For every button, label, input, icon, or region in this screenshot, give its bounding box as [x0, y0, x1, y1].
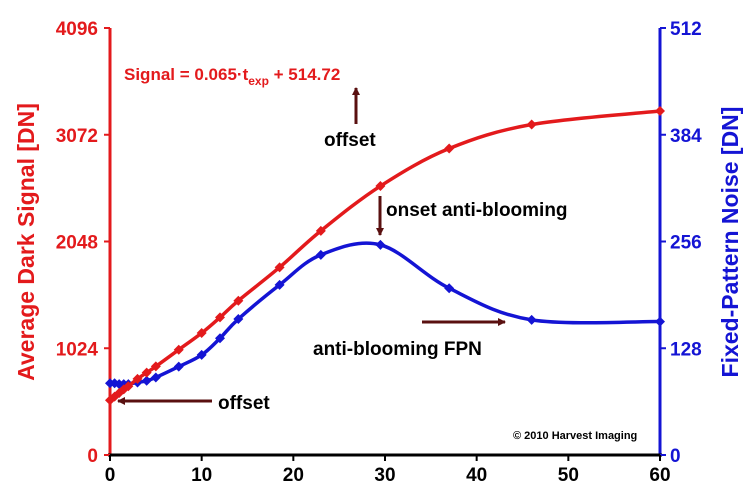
series-layer	[105, 105, 665, 406]
dark-signal-point	[215, 312, 225, 323]
dark-signal-point	[526, 119, 537, 130]
x-tick-label: 0	[105, 465, 116, 486]
x-tick-label: 30	[374, 465, 395, 486]
dark-signal-point	[655, 105, 665, 116]
equation-label: Signal = 0.065·texp + 514.72	[124, 65, 340, 88]
left-axis-ticks: 0 1024 2048 3072 4096	[56, 19, 110, 467]
axes	[108, 28, 662, 457]
left-axis-title: Average Dark Signal [DN]	[13, 103, 39, 381]
fpn-point	[141, 375, 152, 386]
equation-main: Signal = 0.065·t	[124, 65, 249, 84]
dark-signal-point	[274, 262, 285, 273]
fpn-point	[196, 349, 207, 360]
x-tick-label: 20	[283, 465, 304, 486]
fpn-point	[215, 333, 225, 344]
x-axis-ticks: 0 10 20 30 40 50 60	[105, 455, 671, 486]
x-tick-label: 10	[191, 465, 212, 486]
fpn-point	[526, 314, 537, 325]
dark-signal-point	[315, 225, 326, 236]
right-tick-label: 512	[670, 19, 702, 40]
x-tick-label: 60	[649, 465, 670, 486]
dark-signal-point	[150, 361, 161, 372]
right-tick-label: 384	[670, 126, 702, 147]
offset-bottom-label: offset	[218, 393, 270, 414]
onset-label: onset anti-blooming	[386, 200, 568, 221]
copyright-label: © 2010 Harvest Imaging	[513, 430, 637, 442]
offset-top-label: offset	[324, 130, 376, 151]
dark-signal-point	[141, 367, 152, 378]
dark-signal-point	[132, 373, 143, 384]
dark-signal-point	[173, 344, 184, 355]
fpn-point	[315, 249, 326, 260]
dark-signal-point	[196, 328, 207, 339]
right-axis-title: Fixed-Pattern Noise [DN]	[717, 107, 743, 378]
fpn-point	[233, 314, 244, 325]
right-tick-label: 256	[670, 233, 702, 254]
fpn-point	[150, 372, 161, 383]
fpn-point	[173, 361, 184, 372]
left-tick-label: 0	[87, 446, 98, 467]
x-tick-label: 50	[558, 465, 579, 486]
dark-signal-point	[375, 181, 386, 192]
dark-signal-point	[444, 143, 455, 154]
equation-tail: + 514.72	[269, 65, 340, 84]
left-tick-label: 3072	[56, 126, 98, 147]
x-tick-label: 40	[466, 465, 487, 486]
equation-subscript: exp	[248, 74, 269, 88]
fpn-point	[274, 279, 285, 290]
left-tick-label: 1024	[56, 339, 99, 360]
fpn-point	[444, 283, 455, 294]
right-tick-label: 0	[670, 446, 681, 467]
dark-signal-point	[233, 295, 244, 306]
left-tick-label: 4096	[56, 19, 98, 40]
fpn-point	[375, 239, 386, 250]
right-axis-ticks: 0 128 256 384 512	[660, 19, 702, 467]
left-tick-label: 2048	[56, 233, 98, 254]
fpn-point	[655, 316, 665, 327]
fpn-line	[108, 241, 662, 386]
dark-signal-point	[123, 381, 134, 392]
fpn-label: anti-blooming FPN	[313, 339, 482, 360]
right-tick-label: 128	[670, 339, 702, 360]
